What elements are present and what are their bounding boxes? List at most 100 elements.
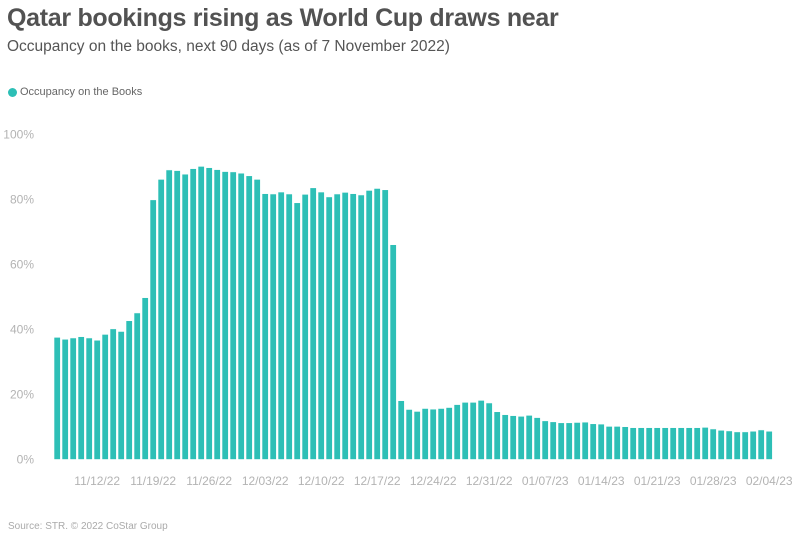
bar xyxy=(549,421,557,460)
bar xyxy=(229,171,237,460)
y-tick-label: 20% xyxy=(10,388,34,402)
x-axis: 11/12/22 11/19/22 11/26/22 12/03/22 12/10/22… xyxy=(74,474,793,488)
bar xyxy=(581,421,589,460)
bar xyxy=(349,193,357,460)
bar xyxy=(117,331,125,460)
legend-label: Occupancy on the Books xyxy=(20,86,143,98)
bar xyxy=(653,427,661,460)
bar xyxy=(69,337,77,460)
legend-swatch-icon xyxy=(8,87,17,97)
bar xyxy=(213,169,221,460)
bar xyxy=(237,172,245,460)
y-tick-label: 80% xyxy=(10,193,34,207)
bar xyxy=(717,429,725,460)
bar xyxy=(157,179,165,460)
bar xyxy=(261,193,269,460)
x-tick-label: 12/03/22 xyxy=(242,474,289,488)
bar xyxy=(477,400,485,460)
bar xyxy=(701,427,709,460)
x-tick-label: 02/04/23 xyxy=(746,474,793,488)
bar xyxy=(101,334,109,460)
bar xyxy=(597,423,605,460)
bar xyxy=(613,426,621,460)
bar xyxy=(461,401,469,460)
x-tick-label: 11/19/22 xyxy=(130,474,176,488)
y-tick-label: 100% xyxy=(3,128,34,142)
bar xyxy=(661,427,669,460)
bar xyxy=(317,191,325,460)
bar xyxy=(605,426,613,460)
bar xyxy=(253,179,261,460)
bar xyxy=(181,173,189,460)
bar xyxy=(757,429,765,460)
bar xyxy=(637,427,645,460)
bar xyxy=(413,411,421,460)
bar xyxy=(165,169,173,460)
bar xyxy=(221,171,229,460)
bar xyxy=(309,187,317,460)
bar xyxy=(509,415,517,460)
chart-title: Qatar bookings rising as World Cup draws… xyxy=(7,4,559,32)
x-tick-label: 12/17/22 xyxy=(354,474,401,488)
bar xyxy=(205,167,213,460)
y-tick-label: 0% xyxy=(17,453,35,467)
bar xyxy=(245,175,253,460)
bar xyxy=(621,426,629,460)
bar xyxy=(285,193,293,460)
bar xyxy=(725,430,733,460)
bar xyxy=(341,192,349,460)
bar xyxy=(365,190,373,460)
bar xyxy=(629,427,637,460)
bar xyxy=(333,193,341,460)
chart-subtitle: Occupancy on the books, next 90 days (as… xyxy=(7,38,450,55)
bar xyxy=(437,408,445,460)
bar xyxy=(493,411,501,460)
x-tick-label: 12/31/22 xyxy=(466,474,513,488)
bar xyxy=(533,417,541,460)
bar xyxy=(765,430,773,460)
bar xyxy=(421,408,429,460)
bar xyxy=(269,193,277,460)
bar xyxy=(429,408,437,460)
bar xyxy=(93,339,101,460)
bar xyxy=(189,168,197,460)
y-tick-label: 60% xyxy=(10,258,34,272)
x-tick-label: 01/07/23 xyxy=(522,474,569,488)
bar xyxy=(589,423,597,460)
bar xyxy=(397,400,405,460)
source-note: Source: STR. © 2022 CoStar Group xyxy=(8,521,168,532)
bar xyxy=(405,409,413,460)
bar xyxy=(325,196,333,460)
bar xyxy=(685,427,693,460)
bar xyxy=(453,404,461,460)
bar xyxy=(741,431,749,460)
bar xyxy=(277,191,285,460)
bar xyxy=(141,297,149,460)
y-tick-label: 40% xyxy=(10,323,34,337)
bar xyxy=(293,202,301,460)
bar xyxy=(61,338,69,460)
legend: Occupancy on the Books xyxy=(8,86,142,98)
bar xyxy=(301,194,309,460)
bar xyxy=(525,414,533,460)
bar xyxy=(149,199,157,460)
y-axis: 0% 20% 40% 60% 80% 100% xyxy=(3,128,34,467)
bar xyxy=(501,414,509,460)
bar xyxy=(133,312,141,460)
bars xyxy=(53,166,773,460)
bar xyxy=(749,430,757,460)
bar xyxy=(381,189,389,460)
bar xyxy=(709,428,717,460)
bar xyxy=(733,431,741,460)
bar xyxy=(485,402,493,460)
bar xyxy=(77,336,85,460)
bar xyxy=(53,336,61,460)
bar xyxy=(645,427,653,460)
bar xyxy=(197,166,205,460)
x-tick-label: 12/10/22 xyxy=(298,474,345,488)
bar xyxy=(541,420,549,460)
bar xyxy=(573,422,581,460)
bar xyxy=(357,194,365,460)
x-tick-label: 01/28/23 xyxy=(690,474,737,488)
